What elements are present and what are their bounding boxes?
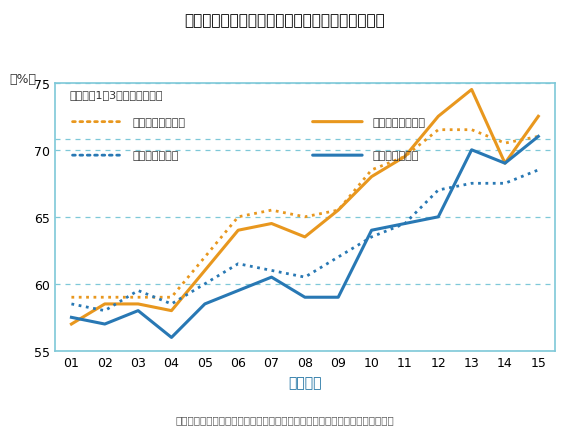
Text: 首都圏比率の推移（早稲田大学・慶応義塾大学）: 首都圏比率の推移（早稲田大学・慶応義塾大学） [185, 13, 385, 28]
Text: （資料）早稲田大学、慶応大学、代々木ゼミナールの各種資料より筆者作成。: （資料）早稲田大学、慶応大学、代々木ゼミナールの各種資料より筆者作成。 [176, 414, 394, 424]
Text: （%）: （%） [10, 73, 36, 86]
X-axis label: 入学年度: 入学年度 [288, 376, 321, 390]
Text: 早稲田（合格者）: 早稲田（合格者） [372, 118, 425, 127]
Text: 首都圏（1都3県）比率の推移: 首都圏（1都3県）比率の推移 [70, 90, 163, 100]
Text: 慶応（志願者）: 慶応（志願者） [132, 151, 178, 161]
Text: 早稲田（志願者）: 早稲田（志願者） [132, 118, 185, 127]
Text: 慶応（合格者）: 慶応（合格者） [372, 151, 419, 161]
